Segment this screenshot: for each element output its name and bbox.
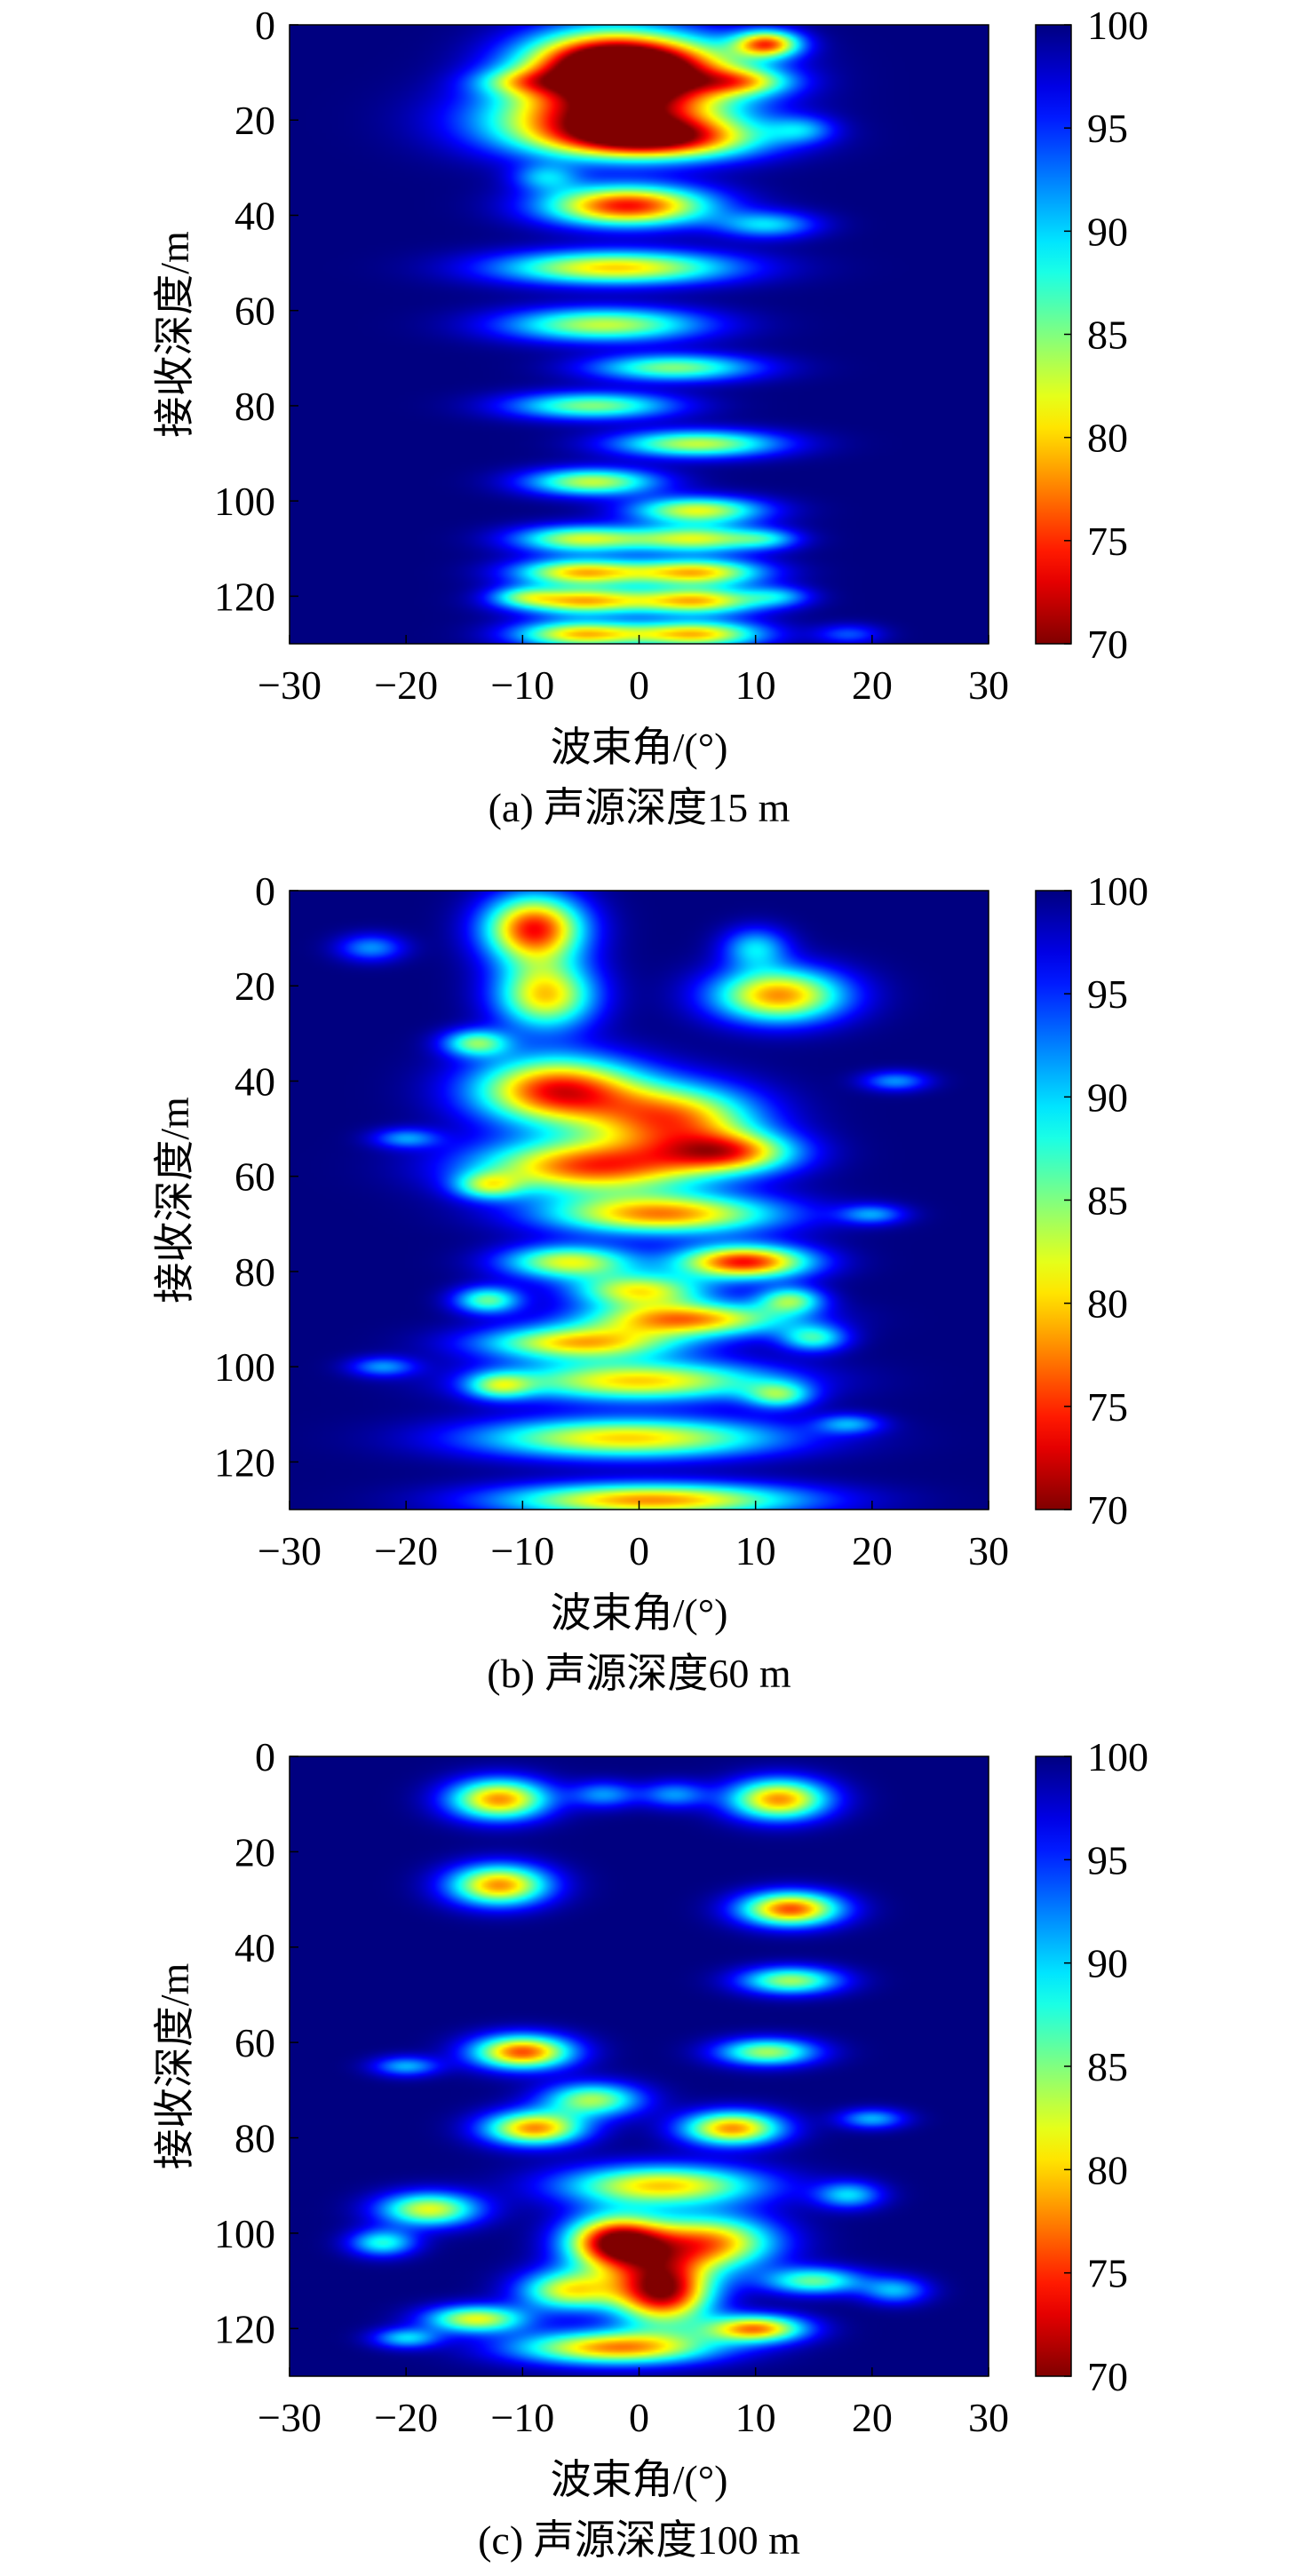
panel-caption: (b) 声源深度60 m: [487, 1651, 791, 1696]
colorbar-tick-label: 85: [1087, 313, 1128, 358]
y-axis-label: 接收深度/m: [152, 231, 197, 438]
x-axis-label: 波束角/(°): [551, 2457, 728, 2502]
colorbar-tick-label: 80: [1087, 2147, 1128, 2192]
x-tick-label: 30: [968, 1528, 1009, 1573]
y-tick-label: 20: [234, 963, 275, 1009]
x-tick-label: 30: [968, 662, 1009, 708]
y-tick-label: 100: [214, 1344, 275, 1390]
colorbar-tick-label: 85: [1087, 1178, 1128, 1224]
y-axis-label: 接收深度/m: [152, 1963, 197, 2170]
y-tick-label: 20: [234, 1829, 275, 1875]
colorbar-tick-label: 75: [1087, 1384, 1128, 1430]
colorbar-tick-label: 75: [1087, 519, 1128, 564]
x-tick-label: 10: [735, 1528, 776, 1573]
y-tick-label: 100: [214, 479, 275, 524]
x-tick-label: −10: [490, 662, 554, 708]
x-tick-label: −20: [374, 2395, 438, 2440]
colorbar-tick-label: 100: [1087, 3, 1148, 48]
panel-2: −30 −20 −10 0 10 20 30 0 20 40 60 80 100 120 波束角/(°) 接收…: [152, 1734, 1148, 2563]
x-axis-label: 波束角/(°): [551, 725, 728, 770]
colorbar-tick-label: 70: [1087, 2354, 1128, 2399]
colorbar-tick-label: 100: [1087, 1734, 1148, 1779]
colorbar-tick-label: 95: [1087, 971, 1128, 1017]
y-tick-label: 0: [255, 1734, 275, 1779]
colorbar-tick-label: 70: [1087, 622, 1128, 667]
y-tick-label: 60: [234, 2020, 275, 2065]
x-tick-label: 0: [629, 2395, 649, 2440]
colorbar-tick-label: 90: [1087, 1074, 1128, 1120]
heatmap-image: [290, 1756, 989, 2376]
x-tick-label: −30: [258, 2395, 322, 2440]
colorbar-tick-label: 100: [1087, 868, 1148, 914]
colorbar-tick-label: 85: [1087, 2044, 1128, 2089]
y-tick-label: 40: [234, 1925, 275, 1970]
y-tick-label: 120: [214, 1439, 275, 1485]
y-tick-label: 0: [255, 3, 275, 48]
heatmap-image: [290, 891, 989, 1510]
x-tick-label: −10: [490, 2395, 554, 2440]
x-tick-label: −20: [374, 662, 438, 708]
x-tick-label: 20: [852, 662, 893, 708]
panel-caption: (c) 声源深度100 m: [478, 2517, 800, 2563]
y-tick-label: 120: [214, 574, 275, 619]
x-tick-label: −20: [374, 1528, 438, 1573]
colorbar-tick-label: 90: [1087, 1941, 1128, 1986]
y-tick-label: 0: [255, 868, 275, 914]
x-tick-label: 10: [735, 2395, 776, 2440]
colorbar-tick-label: 95: [1087, 1837, 1128, 1882]
y-tick-label: 60: [234, 1154, 275, 1200]
x-tick-label: −30: [258, 662, 322, 708]
colorbar-tick-label: 80: [1087, 1281, 1128, 1327]
colorbar-tick-label: 90: [1087, 209, 1128, 254]
y-tick-label: 100: [214, 2211, 275, 2256]
x-tick-label: 20: [852, 1528, 893, 1573]
x-axis-label: 波束角/(°): [551, 1590, 728, 1636]
heatmap-image: [290, 25, 989, 644]
colorbar-tick-label: 70: [1087, 1487, 1128, 1533]
y-tick-label: 80: [234, 1249, 275, 1295]
x-tick-label: 20: [852, 2395, 893, 2440]
x-tick-label: 30: [968, 2395, 1009, 2440]
colorbar-tick-label: 75: [1087, 2251, 1128, 2296]
y-axis-label: 接收深度/m: [152, 1097, 197, 1304]
x-tick-label: 10: [735, 662, 776, 708]
x-tick-label: 0: [629, 662, 649, 708]
colorbar-tick-label: 80: [1087, 416, 1128, 461]
y-tick-label: 120: [214, 2306, 275, 2351]
y-tick-label: 20: [234, 98, 275, 143]
panel-caption: (a) 声源深度15 m: [489, 785, 791, 830]
panel-1: −30 −20 −10 0 10 20 30 0 20 40 60 80 100 120 波束角/(°) 接收…: [152, 868, 1148, 1696]
y-tick-label: 40: [234, 1058, 275, 1104]
y-tick-label: 80: [234, 2116, 275, 2161]
x-tick-label: −10: [490, 1528, 554, 1573]
panel-0: −30 −20 −10 0 10 20 30 0 20 40 60 80 100 120 波束角/(°) 接收…: [152, 3, 1148, 830]
x-tick-label: 0: [629, 1528, 649, 1573]
y-tick-label: 40: [234, 193, 275, 238]
y-tick-label: 60: [234, 289, 275, 334]
x-tick-label: −30: [258, 1528, 322, 1573]
y-tick-label: 80: [234, 384, 275, 429]
colorbar-tick-label: 95: [1087, 106, 1128, 151]
